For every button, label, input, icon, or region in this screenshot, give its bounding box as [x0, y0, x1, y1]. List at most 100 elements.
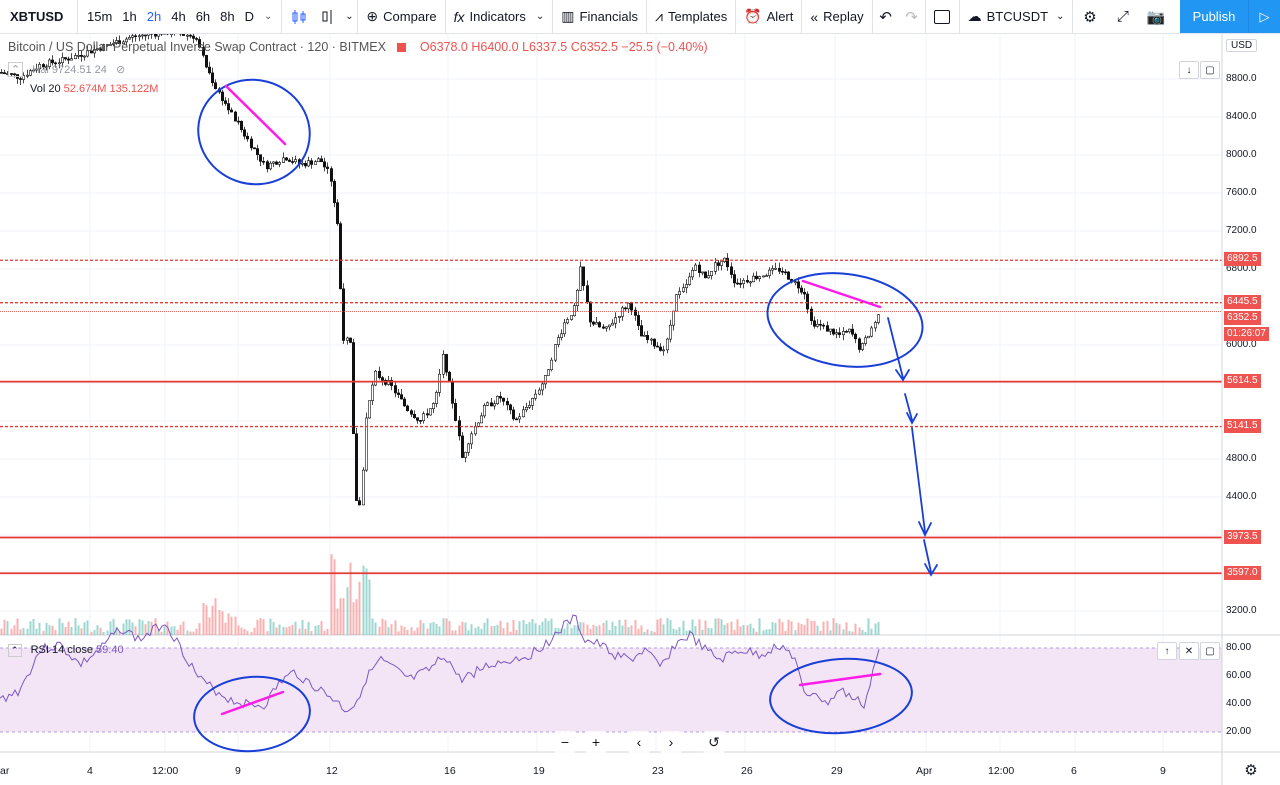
interval-15m[interactable]: 15m — [82, 9, 117, 24]
volume-bar — [766, 629, 768, 635]
level-tag-5614: 5614.5 — [1224, 374, 1261, 388]
time-tick: 6 — [1071, 765, 1077, 777]
collapse-rsi-icon[interactable]: ⌃ — [8, 644, 22, 657]
time-tick: 9 — [235, 765, 241, 777]
redo-icon[interactable]: ↷ — [899, 0, 925, 33]
candle-body — [397, 393, 399, 395]
candle-body — [506, 401, 508, 404]
volume-bar — [39, 623, 41, 635]
templates-button[interactable]: ⩘Templates — [647, 0, 735, 33]
gear-icon[interactable]: ⚙ — [1238, 757, 1264, 783]
chevron-down-icon[interactable]: ⌄ — [341, 0, 357, 33]
interval-1h[interactable]: 1h — [117, 9, 141, 24]
compare-symbol-button[interactable]: ☁BTCUSDT⌄ — [960, 0, 1073, 33]
candles-icon[interactable] — [282, 0, 315, 33]
collapse-legend-icon[interactable]: ⌃ — [8, 62, 23, 77]
candle-body — [253, 148, 255, 149]
interval-8h[interactable]: 8h — [215, 9, 239, 24]
compare-button[interactable]: ⊕Compare — [358, 0, 444, 33]
alert-button[interactable]: ⏰Alert — [736, 0, 801, 33]
arrow-drawing-2[interactable] — [905, 394, 917, 423]
eye-off-icon[interactable]: ⊘ — [116, 64, 125, 76]
volume-bar — [129, 619, 131, 635]
candle-body — [832, 329, 834, 334]
volume-bar — [231, 617, 233, 635]
candle-body — [170, 34, 172, 35]
time-tick: ar — [0, 765, 9, 777]
candle-body — [707, 276, 709, 278]
chevron-down-icon[interactable]: ⌄ — [536, 11, 544, 22]
interval-4h[interactable]: 4h — [166, 9, 190, 24]
volume-bar — [180, 625, 182, 635]
volume-bar — [196, 629, 198, 635]
price-chart[interactable] — [0, 34, 1280, 785]
candle-body — [368, 401, 370, 418]
maximize-rsi-pane-icon[interactable]: ▢ — [1200, 642, 1220, 660]
chevron-down-icon[interactable]: ⌄ — [259, 11, 277, 22]
function-icon: fx — [454, 9, 465, 25]
hal-values: Hal 9724.51 24 — [32, 64, 107, 76]
arrow-drawing-1[interactable] — [888, 318, 909, 380]
volume-bar — [385, 620, 387, 635]
interval-6h[interactable]: 6h — [191, 9, 215, 24]
ellipse-drawing-2[interactable] — [761, 264, 928, 377]
candle-body — [557, 338, 559, 345]
volume-bar — [785, 631, 787, 635]
volume-values: 52.674M 135.122M — [64, 83, 159, 95]
expand-icon[interactable]: ⤢ — [1106, 0, 1139, 33]
candle-body — [83, 56, 85, 57]
zoom-in-button[interactable]: + — [585, 731, 607, 753]
rsi-legend: ⌃ RSI 14 close 59.40 — [8, 644, 124, 657]
candle-body — [333, 181, 335, 202]
gear-icon[interactable]: ⚙ — [1073, 0, 1106, 33]
volume-bar — [727, 623, 729, 635]
volume-bar — [619, 620, 621, 635]
scroll-right-button[interactable]: › — [660, 731, 682, 753]
ellipse-drawing-1[interactable] — [186, 67, 321, 196]
candle-body — [522, 410, 524, 417]
maximize-pane-icon[interactable]: ▢ — [1200, 61, 1220, 79]
volume-bar — [59, 618, 61, 635]
candle-body — [490, 403, 492, 406]
fullscreen-toggle-icon[interactable] — [926, 0, 959, 33]
volume-bar — [347, 587, 349, 635]
publish-button[interactable]: Publish — [1180, 0, 1248, 33]
volume-bar — [311, 631, 313, 635]
chevron-down-icon[interactable]: ⌄ — [1056, 11, 1064, 22]
zoom-out-button[interactable]: − — [554, 731, 576, 753]
close-pane-icon[interactable]: ✕ — [1179, 642, 1199, 660]
scroll-left-button[interactable]: ‹ — [628, 731, 650, 753]
move-pane-up-icon[interactable]: ↑ — [1157, 642, 1177, 660]
interval-2h[interactable]: 2h — [142, 9, 166, 24]
candle-body — [573, 306, 575, 316]
interval-D[interactable]: D — [240, 9, 259, 24]
candle-body — [653, 339, 655, 346]
candle-body — [154, 34, 156, 36]
scroll-down-icon[interactable]: ↓ — [1179, 61, 1199, 79]
undo-icon[interactable]: ↶ — [873, 0, 899, 33]
candle-body — [205, 55, 207, 67]
volume-bar — [852, 632, 854, 635]
play-icon[interactable]: ▷ — [1248, 0, 1280, 33]
volume-bar — [177, 630, 179, 635]
volume-bar — [718, 618, 720, 635]
replay-button[interactable]: «Replay — [802, 0, 871, 33]
currency-label[interactable]: USD — [1226, 39, 1257, 52]
candle-body — [426, 414, 428, 415]
bar-style-icon[interactable] — [315, 0, 341, 33]
volume-bar — [622, 626, 624, 635]
time-tick: 12 — [326, 765, 338, 777]
time-tick: Apr — [916, 765, 932, 777]
candle-body — [819, 324, 821, 325]
candle-body — [528, 405, 530, 407]
symbol-search[interactable]: XBTUSD — [0, 0, 78, 33]
arrow-drawing-3[interactable] — [912, 428, 931, 535]
volume-bar — [62, 623, 64, 635]
volume-bar — [615, 626, 617, 635]
candle-body — [576, 290, 578, 305]
financials-button[interactable]: ▥Financials — [553, 0, 646, 33]
candle-body — [512, 410, 514, 419]
camera-icon[interactable]: 📷 — [1139, 0, 1172, 33]
reset-chart-button[interactable]: ↺ — [703, 731, 725, 753]
